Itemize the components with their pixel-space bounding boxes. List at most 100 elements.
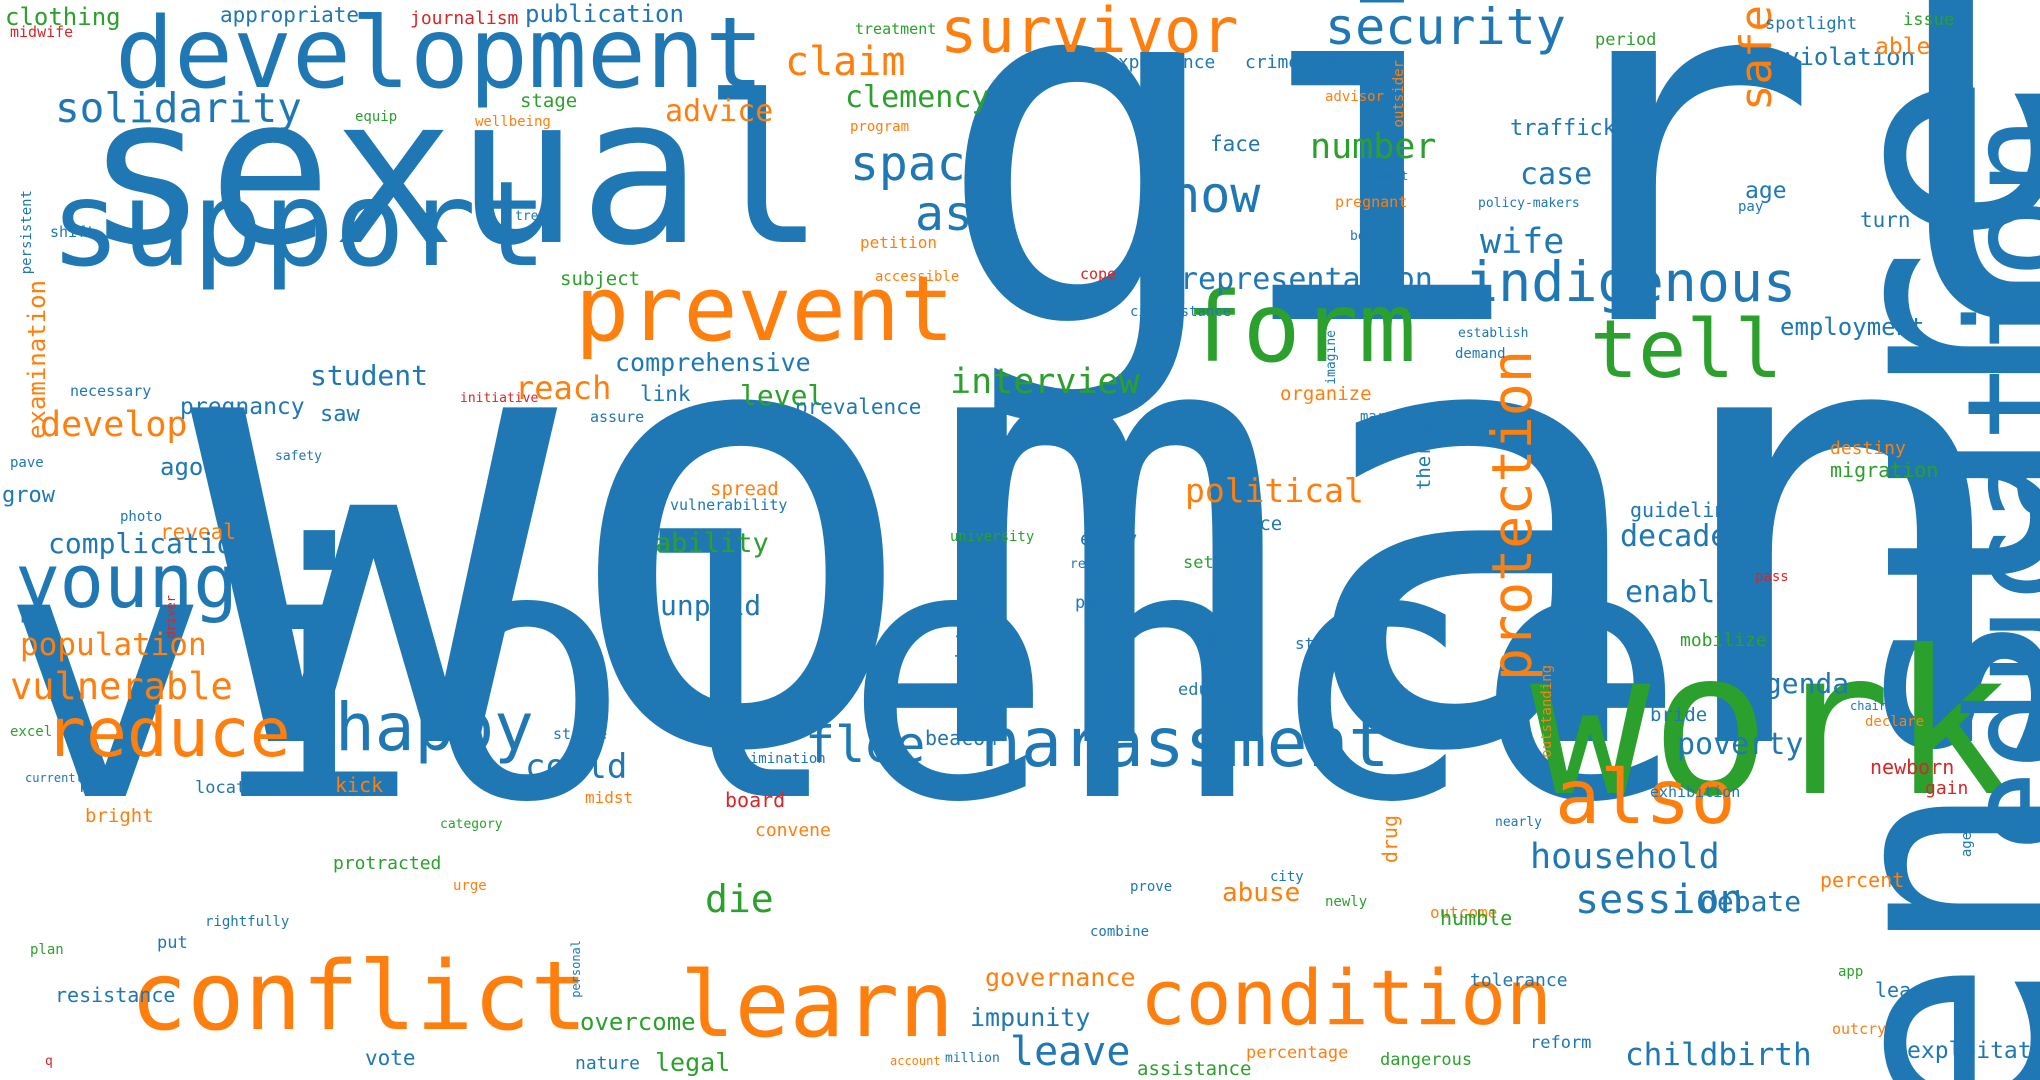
cloud-word-crime: crime	[1245, 52, 1300, 73]
cloud-word-personal: personal	[569, 940, 583, 998]
cloud-word-protracted: protracted	[333, 853, 442, 874]
cloud-word-nature: nature	[575, 1053, 641, 1074]
cloud-word-safety: safety	[275, 449, 322, 464]
cloud-word-dangerous: dangerous	[1380, 1050, 1473, 1070]
cloud-word-agenda: agenda	[1748, 667, 1850, 700]
cloud-word-sexual: sexual	[85, 53, 826, 291]
cloud-word-policy-makers: policy-makers	[1478, 196, 1580, 211]
cloud-word-face: face	[1210, 132, 1261, 156]
cloud-word-period: period	[1595, 30, 1657, 50]
cloud-word-employment: employment	[1780, 313, 1925, 341]
cloud-word-household: household	[1530, 837, 1720, 877]
cloud-word-vote: vote	[365, 1046, 416, 1070]
cloud-word-survivor: survivor	[940, 0, 1239, 67]
cloud-word-debate: debate	[1700, 885, 1802, 918]
cloud-word-declare: declare	[1865, 714, 1925, 730]
cloud-word-legal: legal	[655, 1048, 731, 1077]
cloud-word-subject: subject	[560, 268, 641, 290]
cloud-word-necessary: necessary	[70, 382, 152, 400]
cloud-word-violation: violation	[1785, 43, 1916, 71]
cloud-word-claim: claim	[785, 39, 906, 85]
cloud-word-publication: publication	[525, 0, 684, 28]
cloud-word-assure: assure	[590, 408, 645, 426]
cloud-word-conflict: conflict	[130, 942, 588, 1052]
cloud-word-photo: photo	[120, 509, 163, 525]
cloud-word-convene: convene	[755, 820, 831, 841]
cloud-word-learn: learn	[680, 953, 954, 1058]
cloud-word-account: account	[890, 1054, 941, 1068]
cloud-word-case: case	[1520, 157, 1593, 192]
cloud-word-decade: decade	[1620, 519, 1729, 554]
cloud-word-solidarity: solidarity	[55, 84, 302, 132]
cloud-word-guideline: guideline	[1630, 498, 1739, 522]
cloud-word-clemency: clemency	[845, 80, 990, 115]
cloud-word-prevent: prevent	[575, 257, 955, 362]
cloud-word-shift: shift	[50, 223, 96, 241]
cloud-word-impunity: impunity	[970, 1003, 1091, 1032]
cloud-word-plan: plan	[30, 942, 64, 958]
cloud-word-march: march	[1360, 409, 1403, 425]
cloud-word-develop: develop	[40, 405, 188, 445]
cloud-word-path: path	[1075, 593, 1116, 613]
cloud-word-pregnancy: pregnancy	[180, 394, 305, 420]
cloud-word-persistent: persistent	[19, 190, 35, 275]
cloud-word-program: program	[850, 119, 910, 135]
cloud-word-saw: saw	[320, 402, 360, 427]
cloud-word-petition: petition	[860, 233, 938, 252]
cloud-word-spread: spread	[710, 478, 779, 500]
cloud-word-million: million	[945, 1051, 1000, 1066]
cloud-word-summit: summit	[1365, 169, 1409, 183]
cloud-word-centre: centre	[1365, 420, 1431, 441]
cloud-word-midwife: midwife	[10, 23, 74, 41]
cloud-word-reveal: reveal	[160, 520, 236, 544]
cloud-word-tolerance: tolerance	[1470, 970, 1568, 991]
cloud-word-educate: educate	[1178, 680, 1250, 700]
cloud-word-wife: wife	[1480, 222, 1565, 262]
cloud-word-ago: ago	[160, 453, 204, 481]
cloud-word-location: location	[195, 778, 277, 798]
cloud-word-examination: examination	[23, 280, 51, 439]
cloud-word-strongly: strongly	[1204, 615, 1218, 673]
cloud-word-university: university	[950, 529, 1035, 545]
cloud-word-prevalence: prevalence	[795, 395, 922, 419]
cloud-word-humble: humble	[1440, 906, 1513, 930]
cloud-word-young: young	[15, 539, 238, 625]
cloud-word-childbirth: childbirth	[1625, 1037, 1812, 1073]
cloud-word-organize: organize	[1280, 383, 1372, 405]
cloud-word-kick: kick	[335, 773, 384, 797]
cloud-word-interview: interview	[950, 362, 1140, 402]
cloud-word-spotlight: spotlight	[1765, 14, 1858, 34]
cloud-word-age: age	[1745, 178, 1787, 204]
cloud-word-city: city	[1270, 869, 1304, 885]
cloud-word-flee: flee	[805, 716, 926, 774]
cloud-word-cope: cope	[1080, 265, 1117, 283]
cloud-word-establish: establish	[1458, 326, 1529, 341]
cloud-word-strive: strive	[553, 725, 608, 743]
cloud-word-vulnerability: vulnerability	[670, 496, 788, 514]
cloud-word-appropriate: appropriate	[220, 3, 360, 27]
cloud-word-number: number	[1310, 127, 1437, 167]
cloud-word-ask: ask	[915, 186, 1002, 242]
cloud-word-excel: excel	[10, 724, 53, 740]
cloud-word-exhibition: exhibition	[1650, 783, 1741, 801]
cloud-word-beat: beat	[1350, 229, 1382, 244]
cloud-word-q: q	[45, 1054, 53, 1069]
cloud-word-mobilize: mobilize	[1680, 630, 1767, 651]
cloud-word-percentage: percentage	[1246, 1043, 1349, 1063]
cloud-word-therapy: therapy	[1413, 410, 1435, 491]
cloud-word-bright: bright	[85, 805, 154, 827]
cloud-word-woman: woman	[190, 175, 2027, 885]
cloud-word-session: session	[1575, 877, 1744, 923]
cloud-word-stage: stage	[520, 90, 578, 112]
cloud-word-register: register	[953, 610, 973, 692]
cloud-word-security: security	[1325, 0, 1566, 56]
cloud-word-accessible: accessible	[875, 269, 960, 285]
cloud-word-rightfully: rightfully	[205, 914, 290, 930]
cloud-word-min: min	[80, 775, 115, 797]
cloud-word-show: show	[1140, 166, 1261, 224]
cloud-word-population: population	[20, 627, 207, 663]
cloud-word-put: put	[157, 933, 188, 953]
cloud-word-pay: pay	[1738, 199, 1764, 215]
cloud-word-currently: currently	[25, 771, 91, 785]
